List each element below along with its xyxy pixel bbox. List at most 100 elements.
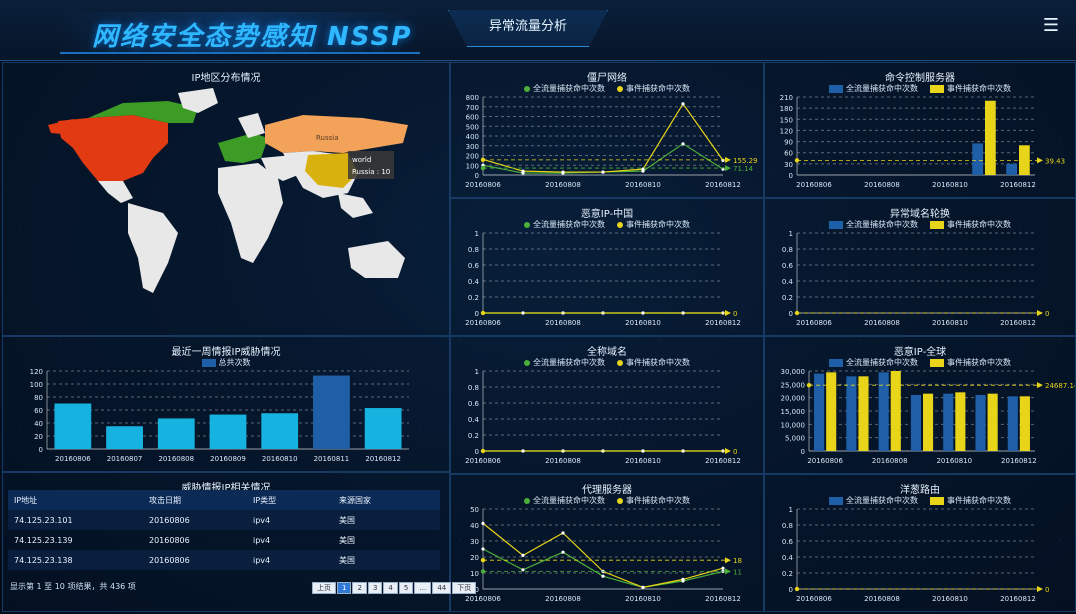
data-point xyxy=(681,449,685,453)
series-line xyxy=(482,548,724,589)
x-tick-label: 20160808 xyxy=(864,181,900,189)
y-tick-label: 0.4 xyxy=(782,554,794,562)
legend-label: 事件捕获命中次数 xyxy=(947,358,1011,367)
x-tick-label: 20160812 xyxy=(705,457,741,465)
y-tick-label: 0 xyxy=(475,448,479,456)
bar xyxy=(261,413,299,449)
legend-item[interactable]: 事件捕获命中次数 xyxy=(617,357,690,368)
chart-panel-intel-week: 最近一周情报IP威胁情况 总共次数 0 20 40 60 80 100 120 20160806 2… xyxy=(2,336,450,472)
page-5-button[interactable]: 5 xyxy=(398,582,414,594)
legend-item[interactable]: 事件捕获命中次数 xyxy=(930,357,1011,368)
table-row[interactable]: 74.125.23.138 20160806 ipv4 美国 xyxy=(8,550,440,570)
bar xyxy=(943,393,954,451)
y-tick-label: 400 xyxy=(466,133,479,141)
data-point xyxy=(641,311,645,315)
y-tick-label: 0.4 xyxy=(782,278,794,286)
map-panel: IP地区分布情况 Russia world Russia : 10 xyxy=(2,62,450,336)
chart-legend: 全流量捕获命中次数 事件捕获命中次数 xyxy=(765,495,1075,507)
chart-panel-zombie: 僵尸网络 全流量捕获命中次数 事件捕获命中次数 0 100 200 300 400 500 600… xyxy=(450,62,764,198)
mark-line-start xyxy=(794,158,800,163)
y-tick-label: 0.8 xyxy=(468,384,479,392)
mark-line-label: 11 xyxy=(733,568,742,576)
chart-panel-domain: 全称域名 全流量捕获命中次数 事件捕获命中次数 0 0.2 0.4 0.6 0.8 1 20160… xyxy=(450,336,764,474)
chart-legend: 全流量捕获命中次数 事件捕获命中次数 xyxy=(765,83,1075,95)
y-tick-label: 30 xyxy=(470,538,479,546)
map-tooltip-value: Russia : 10 xyxy=(352,168,390,176)
col-date[interactable]: 攻击日期 xyxy=(149,495,181,505)
map-africa xyxy=(218,163,283,263)
page-prev-button[interactable]: 上页 xyxy=(312,582,336,594)
y-tick-label: 0.8 xyxy=(782,522,793,530)
y-tick-label: 800 xyxy=(466,94,479,102)
table-row[interactable]: 74.125.23.101 20160806 ipv4 美国 xyxy=(8,510,440,530)
legend-item[interactable]: 全流量捕获命中次数 xyxy=(524,219,605,230)
series-line xyxy=(482,102,724,173)
y-tick-label: 0 xyxy=(475,310,479,318)
legend-item[interactable]: 全流量捕获命中次数 xyxy=(524,495,605,506)
y-tick-label: 0.4 xyxy=(468,278,480,286)
page-44-button[interactable]: 44 xyxy=(432,582,452,594)
col-type[interactable]: IP类型 xyxy=(253,495,277,505)
page-4-button[interactable]: 4 xyxy=(383,582,398,594)
data-point xyxy=(601,170,605,174)
legend-item[interactable]: 全流量捕获命中次数 xyxy=(829,219,918,230)
legend-swatch xyxy=(829,358,843,367)
legend-label: 全流量捕获命中次数 xyxy=(533,358,605,367)
x-tick-label: 20160812 xyxy=(705,319,741,327)
col-ip[interactable]: IP地址 xyxy=(14,495,38,505)
legend-item[interactable]: 事件捕获命中次数 xyxy=(617,495,690,506)
map-south-america xyxy=(128,203,178,293)
legend-swatch xyxy=(524,85,530,92)
bar xyxy=(987,393,998,451)
mark-line-arrow xyxy=(725,557,731,564)
series-line xyxy=(482,522,724,589)
page-next-button[interactable]: 下页 xyxy=(452,582,477,594)
data-point xyxy=(561,550,565,554)
table-row[interactable]: 74.125.23.139 20160806 ipv4 美国 xyxy=(8,530,440,550)
chart-panel-malicious-cn: 恶意IP-中国 全流量捕获命中次数 事件捕获命中次数 0 0.2 0.4 0.6 0.8 1 20… xyxy=(450,198,764,336)
legend-item[interactable]: 事件捕获命中次数 xyxy=(930,495,1011,506)
legend-item[interactable]: 全流量捕获命中次数 xyxy=(524,357,605,368)
y-tick-label: 10 xyxy=(470,570,479,578)
col-country[interactable]: 来源国家 xyxy=(339,495,371,505)
bar xyxy=(975,395,986,451)
chart-svg: 0 10 20 30 40 50 20160806 20160808 20160810 20160… xyxy=(465,506,742,603)
legend-item[interactable]: 总共次数 xyxy=(201,357,251,368)
map-scandinavia xyxy=(238,113,265,138)
legend-swatch xyxy=(930,496,944,505)
mark-line-arrow xyxy=(725,568,731,575)
legend-item[interactable]: 事件捕获命中次数 xyxy=(930,219,1011,230)
map-central-america xyxy=(98,181,133,203)
legend-item[interactable]: 全流量捕获命中次数 xyxy=(829,357,918,368)
mark-line-arrow xyxy=(725,165,731,172)
legend-item[interactable]: 事件捕获命中次数 xyxy=(617,83,690,94)
legend-item[interactable]: 事件捕获命中次数 xyxy=(617,219,690,230)
legend-swatch xyxy=(617,359,623,366)
legend-item[interactable]: 全流量捕获命中次数 xyxy=(829,83,918,94)
page-1-button[interactable]: 1 xyxy=(337,582,352,594)
hamburger-icon[interactable]: ☰ xyxy=(1042,15,1060,36)
data-point xyxy=(521,568,525,572)
mark-line-start xyxy=(480,448,486,454)
map-canada xyxy=(88,101,198,123)
y-tick-label: 0.8 xyxy=(782,246,793,254)
legend-item[interactable]: 全流量捕获命中次数 xyxy=(829,495,918,506)
y-tick-label: 0.2 xyxy=(468,294,479,302)
legend-swatch xyxy=(617,497,623,504)
y-tick-label: 0.2 xyxy=(468,432,479,440)
page-3-button[interactable]: 3 xyxy=(367,582,383,594)
tab-anomaly-traffic[interactable]: 异常流量分析 xyxy=(448,10,608,47)
legend-item[interactable]: 事件捕获命中次数 xyxy=(930,83,1011,94)
page-2-button[interactable]: 2 xyxy=(352,582,367,594)
x-tick-label: 20160808 xyxy=(545,595,581,603)
mark-line-arrow xyxy=(1037,586,1043,592)
bar xyxy=(910,395,921,451)
legend-item[interactable]: 全流量捕获命中次数 xyxy=(524,83,605,94)
map-china xyxy=(305,153,358,188)
x-tick-label: 20160806 xyxy=(796,181,832,189)
y-tick-label: 25,000 xyxy=(781,381,806,389)
y-tick-label: 0.4 xyxy=(468,416,480,424)
y-tick-label: 0 xyxy=(789,586,793,594)
cell-date: 20160806 xyxy=(149,555,190,565)
legend-label: 全流量捕获命中次数 xyxy=(846,220,918,229)
